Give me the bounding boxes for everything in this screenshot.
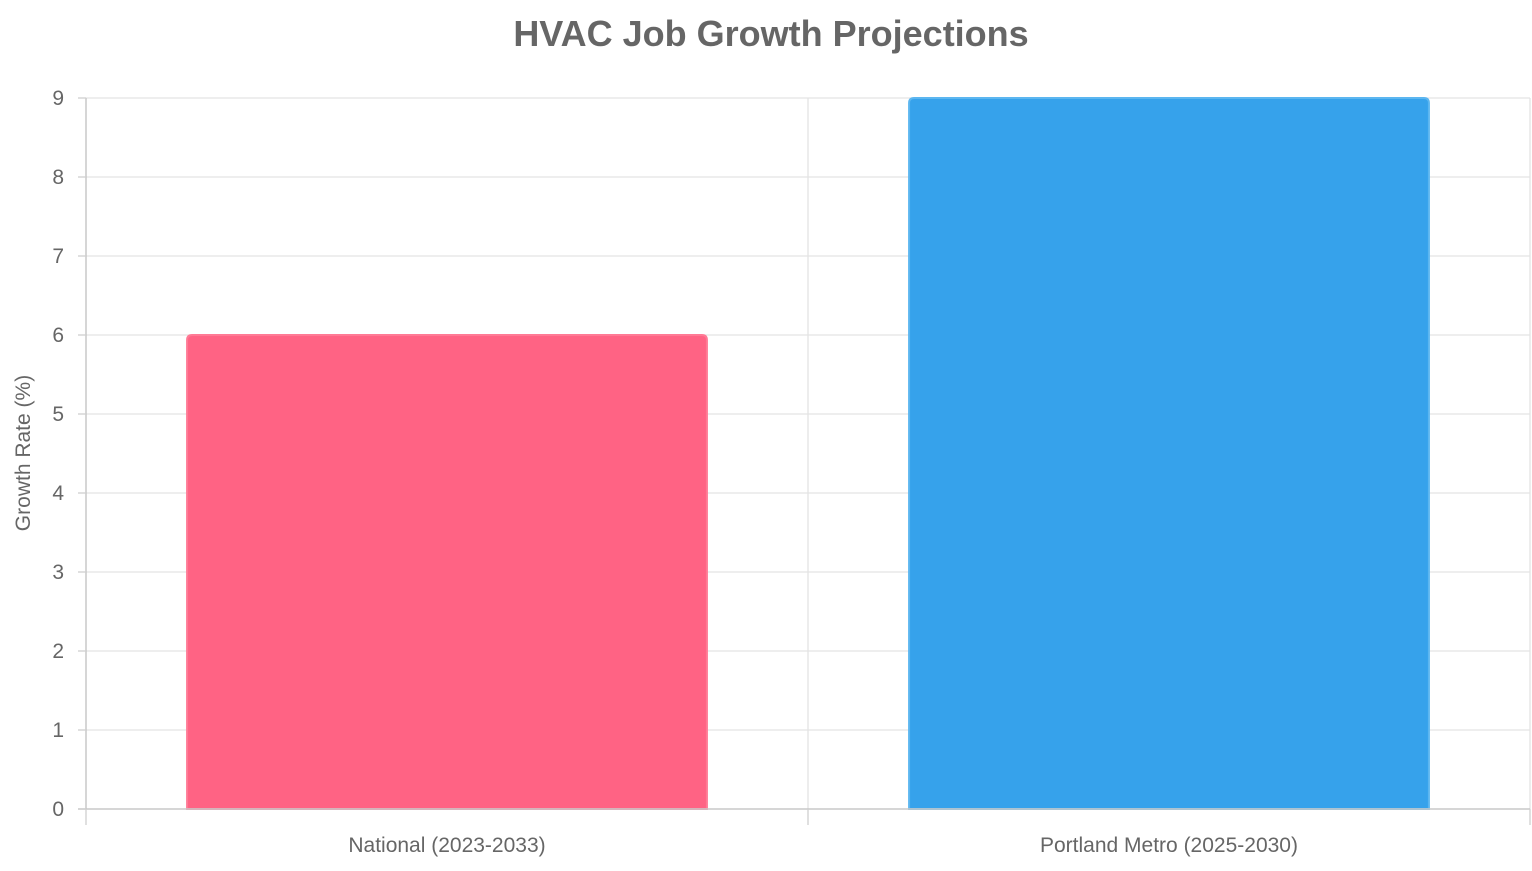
y-tick-label: 4 <box>52 482 64 505</box>
bar-1 <box>186 334 708 810</box>
y-tick-label: 1 <box>52 719 64 742</box>
x-tick-label: Portland Metro (2025-2030) <box>1040 834 1298 857</box>
y-axis-ticks: 0 1 2 3 4 5 6 7 8 9 <box>52 87 86 821</box>
y-axis-title: Growth Rate (%) <box>12 375 35 531</box>
y-tick-label: 0 <box>52 798 64 821</box>
y-tick-label: 7 <box>52 245 64 268</box>
bars <box>186 97 1430 810</box>
y-tick-label: 9 <box>52 87 64 110</box>
chart-title: HVAC Job Growth Projections <box>513 13 1028 54</box>
x-axis-ticks: National (2023-2033) Portland Metro (2025… <box>85 809 1531 857</box>
y-tick-label: 6 <box>52 324 64 347</box>
y-tick-label: 3 <box>52 561 64 584</box>
bar-2 <box>908 97 1430 810</box>
axes <box>78 98 1530 810</box>
y-tick-label: 5 <box>52 403 64 426</box>
y-tick-label: 8 <box>52 166 64 189</box>
x-tick-label: National (2023-2033) <box>348 834 545 857</box>
y-tick-label: 2 <box>52 640 64 663</box>
